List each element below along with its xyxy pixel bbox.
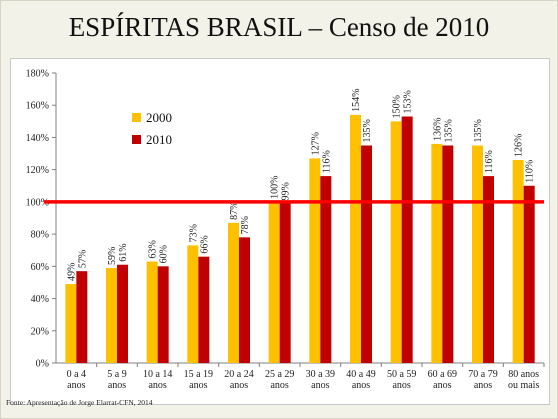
data-label: 59% [107, 247, 118, 265]
data-label: 135% [473, 119, 484, 142]
data-label: 127% [310, 132, 321, 155]
x-tick-label: anos [474, 380, 492, 391]
x-tick-label: anos [392, 380, 410, 391]
x-tick-label: anos [311, 380, 329, 391]
bar-2000 [309, 158, 321, 363]
legend-swatch [132, 135, 141, 144]
bar-2000 [472, 145, 483, 363]
bar-2010 [401, 116, 413, 363]
x-tick-label: anos [270, 380, 288, 391]
y-tick-label: 120% [26, 165, 49, 176]
data-label: 57% [77, 250, 88, 268]
bar-2010 [483, 176, 494, 363]
y-tick-label: 160% [26, 101, 49, 112]
x-tick-label: anos [433, 380, 451, 391]
bar-2010 [523, 185, 535, 363]
bar-2000 [431, 143, 443, 363]
bar-2010 [76, 271, 88, 363]
legend-label: 2010 [146, 132, 172, 147]
x-tick-label: 25 a 29 [265, 369, 294, 380]
bar-2000 [146, 261, 158, 363]
bar-2010 [320, 176, 332, 363]
y-tick-label: 60% [31, 262, 49, 273]
data-label: 78% [240, 216, 251, 234]
x-tick-label: anos [352, 380, 370, 391]
x-tick-label: anos [189, 380, 207, 391]
slide-title: ESPÍRITAS BRASIL – Censo de 2010 [68, 12, 490, 42]
data-label: 61% [118, 243, 129, 261]
x-tick-label: anos [230, 380, 248, 391]
bar-2010 [157, 266, 169, 363]
y-tick-label: 180% [26, 69, 49, 80]
data-label: 126% [514, 134, 525, 157]
y-tick-label: 20% [31, 326, 49, 337]
bar-2000 [268, 201, 280, 363]
y-tick-label: 80% [31, 230, 49, 241]
x-tick-label: 0 a 4 [67, 369, 86, 380]
bar-2010 [442, 145, 454, 363]
bar-2010 [198, 256, 210, 363]
bar-2000 [228, 222, 239, 363]
bar-2000 [350, 114, 361, 363]
x-tick-label: 80 anos [508, 369, 539, 380]
x-tick-label: 50 a 59 [387, 369, 416, 380]
data-label: 99% [281, 182, 292, 200]
y-tick-label: 0% [36, 359, 49, 370]
x-tick-label: 5 a 9 [107, 369, 126, 380]
data-label: 87% [229, 201, 240, 219]
x-tick-label: 70 a 79 [468, 369, 497, 380]
x-tick-label: 20 a 24 [224, 369, 253, 380]
data-label: 116% [321, 150, 332, 173]
data-label: 135% [362, 119, 373, 142]
bar-2000 [65, 284, 77, 363]
x-tick-label: ou mais [508, 380, 539, 391]
x-tick-label: 60 a 69 [428, 369, 457, 380]
bar-2000 [187, 245, 199, 363]
source-note: Fonte: Apresentação de Jorge Elarrat-CFN… [6, 398, 153, 407]
x-tick-label: anos [108, 380, 126, 391]
y-tick-label: 40% [31, 294, 49, 305]
x-tick-label: 30 a 39 [306, 369, 335, 380]
bar-2010 [361, 145, 372, 363]
x-tick-label: 40 a 49 [346, 369, 375, 380]
data-label: 66% [199, 235, 210, 253]
legend-swatch [132, 113, 141, 122]
x-tick-label: 15 a 19 [184, 369, 213, 380]
data-label: 110% [525, 160, 536, 183]
data-label: 154% [351, 89, 362, 112]
data-label: 60% [159, 245, 170, 263]
bar-2010 [239, 237, 250, 363]
legend-label: 2000 [146, 110, 172, 125]
data-label: 73% [188, 224, 199, 242]
data-label: 150% [392, 95, 403, 118]
data-label: 135% [443, 119, 454, 142]
bar-2000 [390, 121, 402, 363]
data-label: 136% [432, 118, 443, 141]
data-label: 153% [403, 90, 414, 113]
x-tick-label: anos [148, 380, 166, 391]
x-tick-label: 10 a 14 [143, 369, 172, 380]
bar-2000 [106, 267, 117, 363]
data-label: 49% [66, 263, 77, 281]
x-tick-label: anos [67, 380, 85, 391]
y-tick-label: 140% [26, 133, 49, 144]
data-label: 63% [148, 240, 159, 258]
bar-2000 [512, 160, 524, 363]
data-label: 116% [484, 150, 495, 173]
bar-2010 [279, 203, 291, 363]
bar-2010 [117, 264, 128, 363]
data-label: 100% [270, 176, 281, 199]
y-tick-label: 100% [26, 197, 49, 208]
